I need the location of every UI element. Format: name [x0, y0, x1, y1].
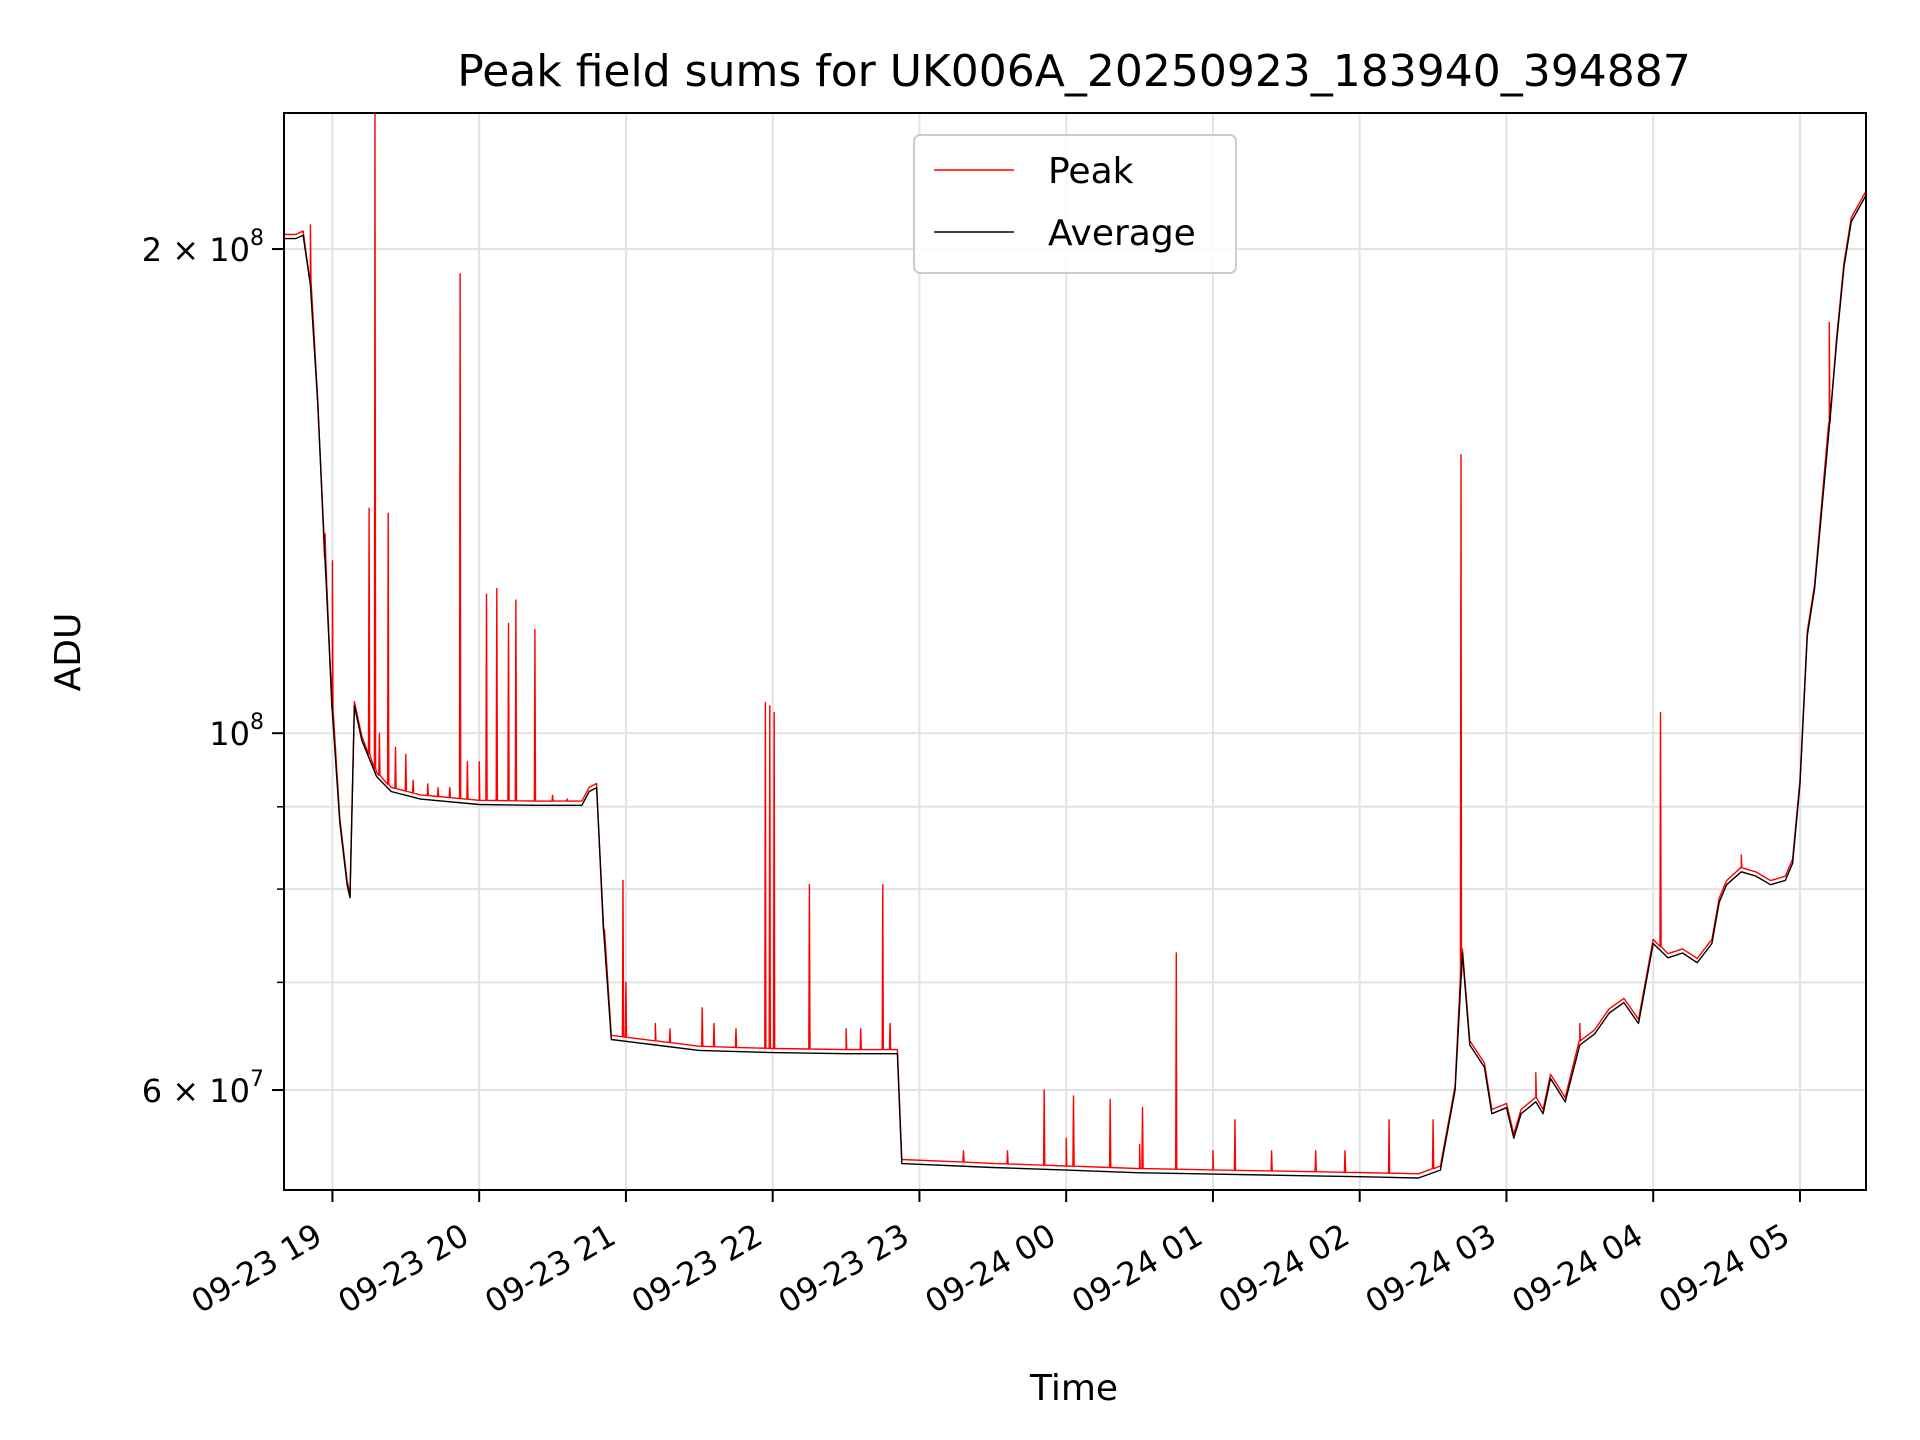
y-tick-exponent: 8	[250, 710, 264, 735]
axes-frame	[283, 112, 1867, 1191]
grid	[284, 113, 1866, 1190]
y-tick-label: 2 × 108	[142, 226, 264, 269]
x-axis-label: Time	[1029, 1368, 1118, 1409]
legend-label-peak: Peak	[1048, 151, 1134, 192]
legend: Peak Average	[913, 134, 1237, 274]
chart-title: Peak field sums for UK006A_20250923_1839…	[457, 46, 1690, 97]
y-tick-label: 6 × 107	[142, 1067, 264, 1110]
y-tick-exponent: 7	[250, 1067, 264, 1092]
y-tick-exponent: 8	[250, 226, 264, 251]
legend-label-average: Average	[1048, 213, 1196, 254]
plot-area	[284, 112, 1867, 1179]
series-line-average	[284, 194, 1867, 1179]
y-axis-label: ADU	[48, 613, 89, 692]
series-line-peak	[284, 112, 1867, 1175]
